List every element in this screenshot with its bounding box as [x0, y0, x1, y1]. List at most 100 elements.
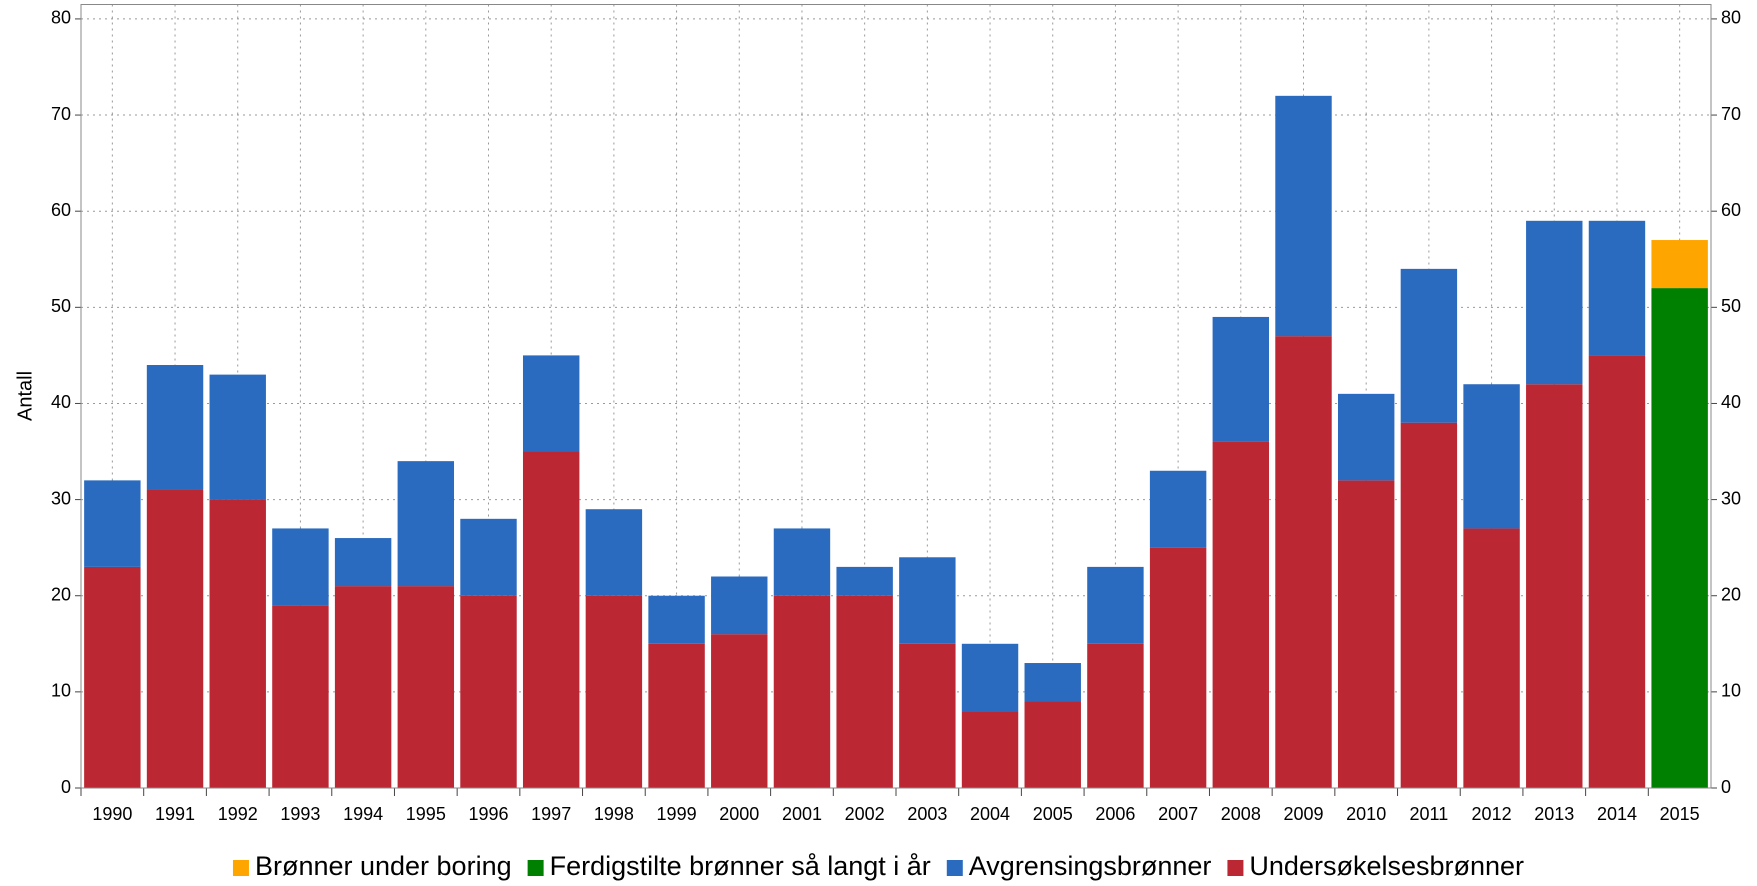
bar-segment — [209, 374, 266, 500]
y-tick-label: 60 — [51, 200, 71, 220]
bar-segment — [1087, 643, 1144, 788]
bar-segment — [84, 566, 141, 788]
bar-segment — [272, 605, 329, 788]
y-axis-label: Antall — [14, 371, 36, 421]
bar-segment — [1212, 316, 1270, 442]
bar-segment — [899, 557, 956, 644]
bar-segment — [1149, 547, 1207, 788]
bar-segment — [146, 489, 204, 788]
x-tick-label: 2010 — [1346, 804, 1386, 824]
bar-segment — [648, 643, 705, 788]
x-tick-label: 2003 — [907, 804, 947, 824]
legend-label: Undersøkelsesbrønner — [1249, 851, 1524, 881]
legend-swatch — [232, 860, 249, 876]
bar-segment — [1024, 663, 1081, 702]
y2-tick-label: 40 — [1721, 392, 1741, 412]
bar-segment — [460, 518, 517, 596]
x-tick-label: 2008 — [1221, 804, 1261, 824]
bar-segment — [1149, 470, 1207, 548]
x-tick-label: 1998 — [594, 804, 634, 824]
x-tick-label: 2002 — [845, 804, 885, 824]
x-tick-label: 2015 — [1660, 804, 1700, 824]
legend-swatch — [946, 860, 963, 876]
x-tick-label: 2011 — [1410, 804, 1449, 824]
x-tick-label: 2012 — [1472, 804, 1512, 824]
x-tick-label: 1993 — [280, 804, 320, 824]
x-tick-label: 1997 — [531, 804, 571, 824]
y-tick-label: 40 — [51, 392, 71, 412]
bar-segment — [397, 461, 455, 587]
bar-segment — [272, 528, 329, 606]
bar-segment — [460, 595, 517, 788]
y-tick-label: 0 — [61, 777, 71, 797]
bar-segment — [522, 355, 580, 452]
bar-segment — [773, 595, 831, 788]
bar-segment — [1337, 480, 1395, 788]
x-tick-label: 1996 — [468, 804, 508, 824]
bar-segment — [1651, 240, 1708, 289]
y-tick-label: 70 — [51, 104, 71, 124]
bar-segment — [1275, 336, 1332, 788]
y2-tick-label: 0 — [1721, 777, 1731, 797]
bar-segment — [648, 595, 705, 644]
bar-segment — [1400, 268, 1458, 423]
bar-segment — [1400, 422, 1458, 788]
x-tick-label: 2001 — [782, 804, 822, 824]
bar-segment — [334, 538, 392, 587]
y-tick-label: 50 — [51, 296, 71, 316]
y-tick-label: 30 — [51, 488, 71, 508]
bar-segment — [773, 528, 831, 596]
bar-segment — [1588, 355, 1646, 788]
x-tick-label: 1994 — [343, 804, 383, 824]
y-tick-label: 80 — [51, 8, 71, 28]
legend-label: Ferdigstilte brønner så langt i år — [550, 851, 931, 881]
x-tick-label: 2000 — [719, 804, 759, 824]
bar-segment — [836, 566, 893, 596]
legend-swatch — [527, 860, 544, 876]
x-tick-label: 1995 — [406, 804, 446, 824]
bar-segment — [711, 634, 768, 788]
x-tick-label: 1991 — [155, 804, 195, 824]
x-tick-label: 2009 — [1283, 804, 1323, 824]
bar-segment — [1024, 701, 1081, 788]
y2-tick-label: 70 — [1721, 104, 1741, 124]
bar-segment — [84, 480, 141, 567]
y-tick-label: 20 — [51, 584, 71, 604]
bar-segment — [585, 595, 643, 788]
x-tick-label: 1999 — [657, 804, 697, 824]
bar-segment — [711, 576, 768, 635]
y2-tick-label: 80 — [1721, 8, 1741, 28]
bar-segment — [1526, 384, 1583, 788]
bar-segment — [836, 595, 893, 788]
bar-segment — [1463, 384, 1520, 529]
legend-label: Avgrensingsbrønner — [969, 851, 1212, 881]
y2-tick-label: 60 — [1721, 200, 1741, 220]
bar-segment — [1526, 220, 1583, 385]
x-tick-label: 2013 — [1534, 804, 1574, 824]
bar-segment — [585, 509, 643, 596]
bar-segment — [1212, 441, 1270, 788]
bar-segment — [1275, 95, 1332, 337]
bar-segment — [522, 451, 580, 788]
bar-segment — [397, 586, 455, 788]
legend-swatch — [1227, 860, 1244, 876]
x-tick-label: 1990 — [92, 804, 132, 824]
bar-segment — [961, 643, 1019, 712]
bar-segment — [334, 586, 392, 788]
bar-segment — [146, 365, 204, 490]
bar-segment — [1588, 220, 1646, 356]
bar-segment — [899, 643, 956, 788]
bar-segment — [209, 499, 266, 788]
y2-tick-label: 10 — [1721, 681, 1741, 701]
bar-segment — [1087, 566, 1144, 644]
plot-frame — [80, 4, 1712, 789]
legend-label: Brønner under boring — [255, 851, 512, 881]
x-tick-label: 2004 — [970, 804, 1010, 824]
bar-segment — [961, 711, 1019, 788]
y2-tick-label: 50 — [1721, 296, 1741, 316]
y2-tick-label: 30 — [1721, 488, 1741, 508]
y-tick-label: 10 — [51, 681, 71, 701]
x-tick-label: 2007 — [1158, 804, 1198, 824]
x-tick-label: 2006 — [1095, 804, 1135, 824]
